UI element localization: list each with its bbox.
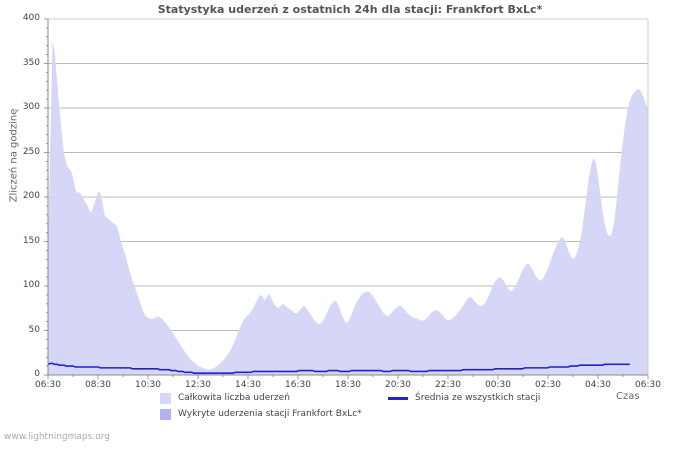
legend-label-total: Całkowita liczba uderzeń (178, 393, 290, 403)
x-tick-label: 04:30 (585, 380, 611, 390)
series-area-total (48, 41, 648, 375)
footer-url: www.lightningmaps.org (4, 432, 110, 442)
x-tick-label: 08:30 (85, 380, 111, 390)
x-tick-label: 20:30 (385, 380, 411, 390)
y-tick-label: 200 (22, 191, 40, 201)
x-tick-label: 06:30 (635, 380, 661, 390)
series-line-average (47, 362, 630, 375)
y-tick-label: 0 (34, 369, 40, 379)
y-tick-label: 250 (22, 146, 40, 157)
x-tick-label: 10:30 (135, 380, 161, 390)
y-tick-label: 300 (22, 102, 40, 112)
x-tick-label: 14:30 (235, 380, 261, 390)
x-axis-label: Czas (616, 391, 640, 402)
legend-swatch-station (160, 409, 171, 420)
y-tick-label: 400 (22, 13, 40, 23)
x-tick-label: 16:30 (285, 380, 311, 390)
x-tick-label: 00:30 (485, 380, 511, 390)
y-tick-label: 150 (22, 235, 40, 246)
legend-label-average: Średnia ze wszystkich stacji (415, 393, 541, 403)
x-tick-label: 06:30 (35, 380, 61, 390)
plot-frame (47, 18, 649, 376)
y-tick-label: 350 (22, 57, 40, 68)
legend-line-average (388, 397, 408, 400)
x-tick-label: 12:30 (185, 380, 211, 390)
chart-legend: Całkowita liczba uderzeń Średnia ze wszy… (0, 392, 700, 422)
legend-label-station: Wykryte uderzenia stacji Frankfort BxLc* (178, 409, 362, 419)
x-tick-label: 22:30 (435, 380, 461, 390)
y-tick-label: 100 (22, 280, 40, 290)
x-tick-label: 18:30 (335, 380, 361, 390)
x-tick-label: 02:30 (535, 380, 561, 390)
legend-swatch-total (160, 393, 171, 404)
chart-title: Statystyka uderzeń z ostatnich 24h dla s… (157, 3, 543, 16)
y-tick-label: 50 (28, 324, 40, 335)
